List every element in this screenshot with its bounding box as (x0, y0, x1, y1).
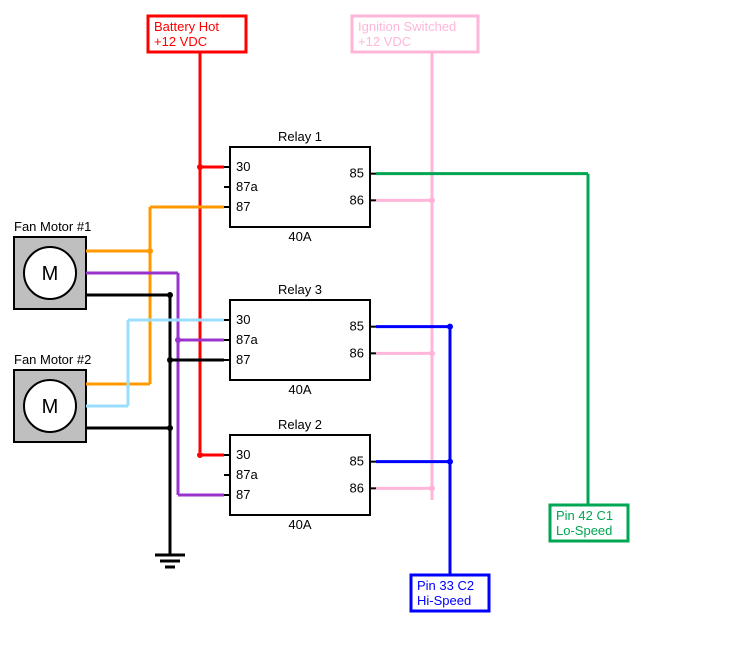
svg-text:Pin 42 C1: Pin 42 C1 (556, 508, 613, 523)
svg-text:+12 VDC: +12 VDC (154, 34, 207, 49)
svg-text:40A: 40A (288, 229, 311, 244)
svg-text:30: 30 (236, 159, 250, 174)
svg-text:86: 86 (350, 192, 364, 207)
svg-text:87a: 87a (236, 332, 258, 347)
svg-text:86: 86 (350, 345, 364, 360)
svg-text:Fan Motor #2: Fan Motor #2 (14, 352, 91, 367)
svg-text:M: M (42, 396, 59, 418)
svg-text:Relay 2: Relay 2 (278, 417, 322, 432)
svg-text:30: 30 (236, 447, 250, 462)
svg-text:Relay 3: Relay 3 (278, 282, 322, 297)
svg-text:87a: 87a (236, 467, 258, 482)
svg-text:85: 85 (350, 319, 364, 334)
svg-text:Battery Hot: Battery Hot (154, 19, 219, 34)
svg-text:Relay 1: Relay 1 (278, 129, 322, 144)
svg-text:Fan Motor #1: Fan Motor #1 (14, 219, 91, 234)
svg-text:30: 30 (236, 312, 250, 327)
svg-text:87: 87 (236, 352, 250, 367)
svg-text:+12 VDC: +12 VDC (358, 34, 411, 49)
svg-text:Ignition Switched: Ignition Switched (358, 19, 456, 34)
svg-text:Lo-Speed: Lo-Speed (556, 523, 612, 538)
svg-text:86: 86 (350, 480, 364, 495)
svg-text:85: 85 (350, 166, 364, 181)
svg-text:87: 87 (236, 199, 250, 214)
svg-text:40A: 40A (288, 382, 311, 397)
svg-text:Pin 33 C2: Pin 33 C2 (417, 578, 474, 593)
svg-text:85: 85 (350, 454, 364, 469)
svg-text:87: 87 (236, 487, 250, 502)
svg-text:M: M (42, 263, 59, 285)
svg-text:40A: 40A (288, 517, 311, 532)
svg-text:87a: 87a (236, 179, 258, 194)
svg-text:Hi-Speed: Hi-Speed (417, 593, 471, 608)
